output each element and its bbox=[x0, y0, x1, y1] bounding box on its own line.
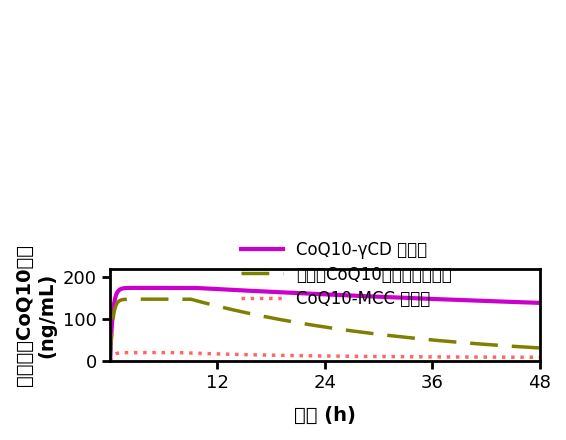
CoQ10-MCC 混合物 bbox=[281, 353, 288, 358]
CoQ10-MCC 混合物 bbox=[442, 354, 449, 359]
X-axis label: 時間 (h): 時間 (h) bbox=[294, 406, 356, 425]
Line: CoQ10-MCC 混合物: CoQ10-MCC 混合物 bbox=[110, 352, 539, 361]
CoQ10-γCD 包接体 bbox=[151, 285, 157, 290]
水溶化CoQ10（医薬品製剤） bbox=[297, 320, 303, 326]
水溶化CoQ10（医薬品製剤） bbox=[107, 358, 114, 363]
Legend: CoQ10-γCD 包接体, 水溶化CoQ10（医薬品製剤）, CoQ10-MCC 混合物: CoQ10-γCD 包接体, 水溶化CoQ10（医薬品製剤）, CoQ10-MC… bbox=[236, 236, 457, 313]
Line: CoQ10-γCD 包接体: CoQ10-γCD 包接体 bbox=[110, 288, 539, 361]
Line: 水溶化CoQ10（医薬品製剤）: 水溶化CoQ10（医薬品製剤） bbox=[110, 299, 539, 361]
水溶化CoQ10（医薬品製剤） bbox=[442, 338, 449, 344]
CoQ10-γCD 包接体 bbox=[297, 290, 303, 296]
CoQ10-γCD 包接体 bbox=[450, 297, 457, 302]
CoQ10-γCD 包接体 bbox=[191, 285, 198, 290]
CoQ10-MCC 混合物 bbox=[174, 350, 181, 355]
CoQ10-MCC 混合物 bbox=[536, 355, 543, 360]
水溶化CoQ10（医薬品製剤） bbox=[281, 318, 288, 323]
水溶化CoQ10（医薬品製剤） bbox=[151, 297, 157, 302]
CoQ10-MCC 混合物 bbox=[297, 353, 303, 358]
CoQ10-MCC 混合物 bbox=[450, 354, 457, 359]
水溶化CoQ10（医薬品製剤） bbox=[402, 335, 409, 340]
CoQ10-γCD 包接体 bbox=[402, 295, 409, 301]
CoQ10-MCC 混合物 bbox=[107, 358, 114, 363]
Y-axis label: 血漿中のCoQ10濃度
(ng/mL): 血漿中のCoQ10濃度 (ng/mL) bbox=[15, 244, 56, 386]
CoQ10-γCD 包接体 bbox=[107, 358, 114, 363]
CoQ10-γCD 包接体 bbox=[442, 297, 449, 302]
CoQ10-γCD 包接体 bbox=[281, 290, 288, 295]
水溶化CoQ10（医薬品製剤） bbox=[187, 297, 194, 302]
水溶化CoQ10（医薬品製剤） bbox=[450, 339, 457, 345]
CoQ10-γCD 包接体 bbox=[536, 300, 543, 305]
水溶化CoQ10（医薬品製剤） bbox=[536, 345, 543, 351]
CoQ10-MCC 混合物 bbox=[402, 354, 409, 359]
CoQ10-MCC 混合物 bbox=[151, 350, 157, 355]
